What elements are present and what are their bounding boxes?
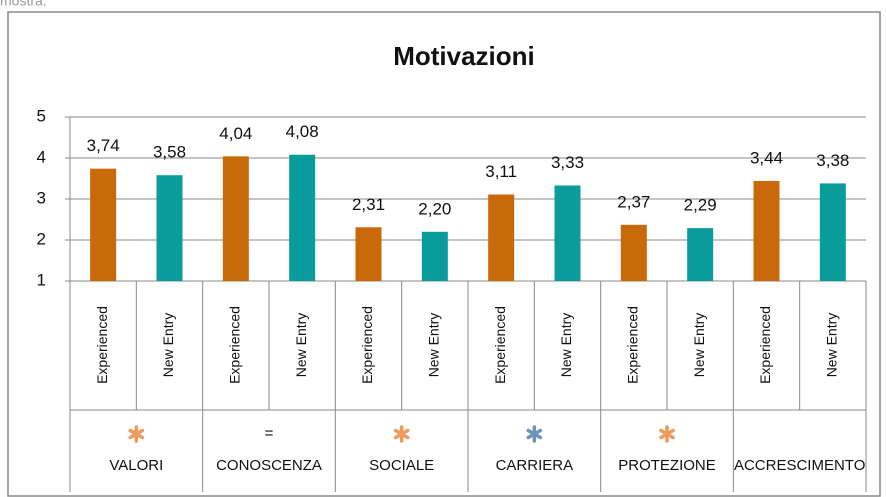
bar <box>620 224 647 281</box>
bar <box>554 185 581 281</box>
bar <box>355 227 382 281</box>
bar <box>687 228 714 281</box>
bar <box>156 175 183 281</box>
asterisk-symbol <box>659 428 675 440</box>
chart-title: Motivazioni <box>393 41 535 71</box>
data-label: 4,08 <box>286 122 319 141</box>
asterisk-symbol <box>526 428 543 440</box>
asterisk-symbol <box>128 428 145 440</box>
data-label: 2,31 <box>352 195 385 214</box>
category-label: CONOSCENZA <box>216 457 322 474</box>
bar <box>289 154 316 281</box>
bar <box>421 231 448 281</box>
annotation-symbol: = <box>265 425 274 442</box>
data-label: 2,37 <box>617 192 650 211</box>
data-label: 3,33 <box>551 153 584 172</box>
slot-label: New Entry <box>293 313 309 378</box>
slot-label: Experienced <box>492 306 508 384</box>
bar <box>488 194 515 281</box>
slot-label: Experienced <box>625 306 641 384</box>
y-tick-label: 1 <box>37 270 46 289</box>
slot-label: New Entry <box>824 313 840 378</box>
bar <box>753 180 780 281</box>
category-label: SOCIALE <box>369 457 434 474</box>
category-label: PROTEZIONE <box>618 457 716 474</box>
y-tick-label: 3 <box>37 188 46 207</box>
y-tick-label: 4 <box>37 147 46 166</box>
slot-label: Experienced <box>359 306 375 384</box>
y-tick-label: 5 <box>37 106 46 125</box>
bar <box>819 183 846 281</box>
data-label: 4,04 <box>219 124 252 143</box>
bar <box>222 156 249 281</box>
category-label: VALORI <box>109 457 163 474</box>
category-label: ACCRESCIMENTO <box>734 457 865 474</box>
slot-label: New Entry <box>160 313 176 378</box>
asterisk-symbol <box>393 428 410 440</box>
data-label: 3,38 <box>816 151 849 170</box>
header-fragment: mostra. <box>0 0 47 9</box>
data-label: 3,44 <box>750 148 783 167</box>
data-label: 2,29 <box>684 196 717 215</box>
slot-label: Experienced <box>94 306 110 384</box>
bar <box>90 168 117 281</box>
slot-label: New Entry <box>691 313 707 378</box>
slot-label: Experienced <box>757 306 773 384</box>
data-label: 2,20 <box>418 199 451 218</box>
category-label: CARRIERA <box>496 457 574 474</box>
slot-label: New Entry <box>558 313 574 378</box>
data-label: 3,11 <box>485 162 517 181</box>
data-label: 3,74 <box>87 136 120 155</box>
data-label: 3,58 <box>153 143 186 162</box>
y-tick-label: 2 <box>37 229 46 248</box>
slot-label: Experienced <box>227 306 243 384</box>
slot-label: New Entry <box>426 313 442 378</box>
